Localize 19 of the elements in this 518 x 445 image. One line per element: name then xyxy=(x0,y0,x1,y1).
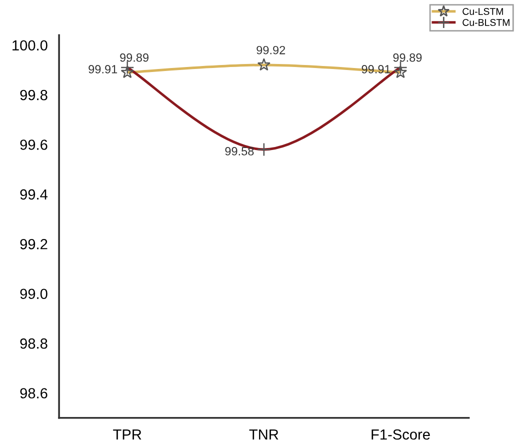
x-tick-label: TPR xyxy=(113,430,142,440)
y-tick-label: 99.0 xyxy=(20,288,48,300)
y-tick-label: 98.6 xyxy=(20,388,48,398)
data-label: 99.92 xyxy=(256,46,286,54)
y-tick-label: 99.6 xyxy=(20,140,48,150)
y-tick-label: 99.4 xyxy=(20,189,48,200)
y-tick-label: 99.8 xyxy=(20,90,48,100)
data-label: 99.89 xyxy=(393,53,422,62)
data-label: 99.58 xyxy=(225,147,254,156)
x-tick-label: F1-Score xyxy=(372,429,430,440)
x-tick-label: TNR xyxy=(249,430,278,440)
y-tick-label: 99.2 xyxy=(20,239,48,250)
data-label: 99.91 xyxy=(88,65,118,74)
data-label: 99.89 xyxy=(120,53,148,62)
legend-label: Cu-LSTM xyxy=(462,8,503,15)
legend-label: Cu-BLSTM xyxy=(462,19,510,26)
y-tick-label: 98.8 xyxy=(20,338,48,349)
data-label: 99.91 xyxy=(362,65,390,74)
y-tick-label: 100.0 xyxy=(12,40,48,51)
